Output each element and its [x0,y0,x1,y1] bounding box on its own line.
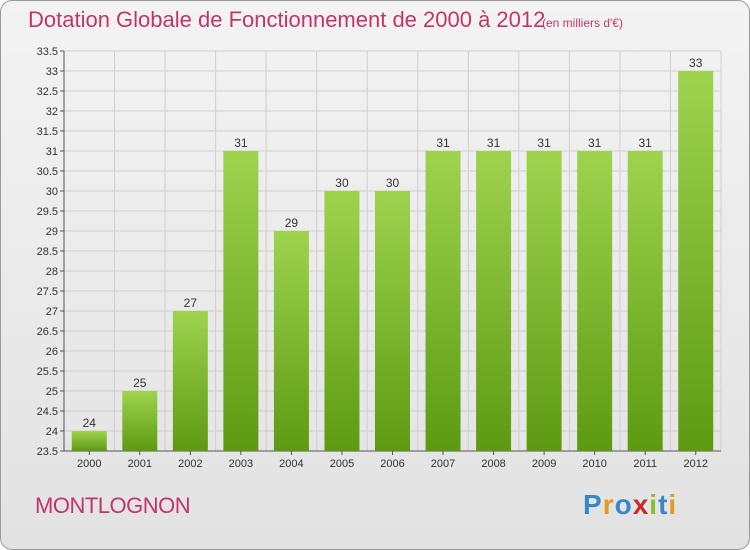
data-label: 25 [133,376,147,390]
x-tick-label: 2005 [330,458,354,470]
logo-letter: o [614,489,633,520]
y-tick-label: 27 [46,306,58,318]
y-tick-label: 26.5 [37,326,58,338]
logo-letter: x [632,489,650,520]
x-tick-label: 2002 [178,458,202,470]
y-tick-label: 33 [46,66,58,78]
bar [476,151,512,451]
bar [324,191,360,451]
x-tick-label: 2001 [128,458,152,470]
y-tick-label: 24 [46,426,58,438]
y-tick-label: 29 [46,226,58,238]
y-tick-label: 23.5 [37,446,58,458]
data-label: 30 [386,176,400,190]
bar [71,431,107,451]
y-tick-label: 28 [46,266,58,278]
y-tick-label: 32 [46,106,58,118]
chart-unit-subtitle: (en milliers d'€) [542,16,623,30]
bar-layer [71,71,714,451]
y-tick-label: 31 [46,146,58,158]
y-tick-label: 30.5 [37,166,58,178]
bar [375,191,410,451]
data-label: 27 [184,296,198,310]
data-label: 33 [689,56,703,70]
logo-letter: i [649,489,659,520]
data-label: 31 [588,136,602,150]
x-tick-label: 2004 [279,458,303,470]
commune-name: MONTLOGNON [35,493,191,518]
bar [526,151,562,451]
proxiti-logo: Proxiti [583,489,677,521]
logo-letter: r [602,489,615,520]
y-tick-label: 29.5 [37,206,58,218]
x-tick-label: 2010 [582,458,606,470]
bar-chart: 23.5 24 24.5 25 25.5 26 26.5 27 27.5 28 28.5 29 29.5… [37,46,722,470]
data-label: 31 [639,136,653,150]
bar [425,151,461,451]
bar [678,71,714,451]
y-tick-label: 26 [46,346,58,358]
y-tick-label: 32.5 [37,86,58,98]
x-tick-label: 2011 [633,458,657,470]
logo-letter: t [658,489,669,520]
y-tick-label: 31.5 [37,126,58,138]
y-tick-label: 33.5 [37,46,58,58]
y-tick-label: 27.5 [37,286,58,298]
logo-letter: i [668,489,678,520]
data-label: 31 [234,136,248,150]
y-tick-label: 30 [46,186,58,198]
x-tick-label: 2006 [380,458,404,470]
data-label: 29 [285,216,299,230]
x-tick-label: 2012 [683,458,707,470]
x-tick-label: 2009 [532,458,556,470]
logo-letter: P [583,489,603,520]
bar [273,231,309,451]
axis-layer: 23.5 24 24.5 25 25.5 26 26.5 27 27.5 28 28.5 29 29.5… [37,46,721,470]
chart-title: Dotation Globale de Fonctionnement de 20… [28,7,546,32]
data-label: 31 [487,136,501,150]
bar [223,151,259,451]
x-tick-label: 2008 [481,458,505,470]
label-layer: 24 25 27 31 29 30 30 31 31 31 31 31 33 [83,56,703,430]
bar [122,391,158,451]
data-label: 24 [83,416,97,430]
y-tick-label: 25 [46,386,58,398]
x-tick-label: 2000 [77,458,101,470]
x-tick-label: 2007 [431,458,455,470]
data-label: 31 [436,136,450,150]
bar [172,311,208,451]
data-label: 30 [335,176,349,190]
x-tick-label: 2003 [229,458,253,470]
bar [627,151,663,451]
y-tick-label: 24.5 [37,406,58,418]
data-label: 31 [537,136,551,150]
y-tick-label: 25.5 [37,366,58,378]
bar [577,151,613,451]
y-tick-label: 28.5 [37,246,58,258]
